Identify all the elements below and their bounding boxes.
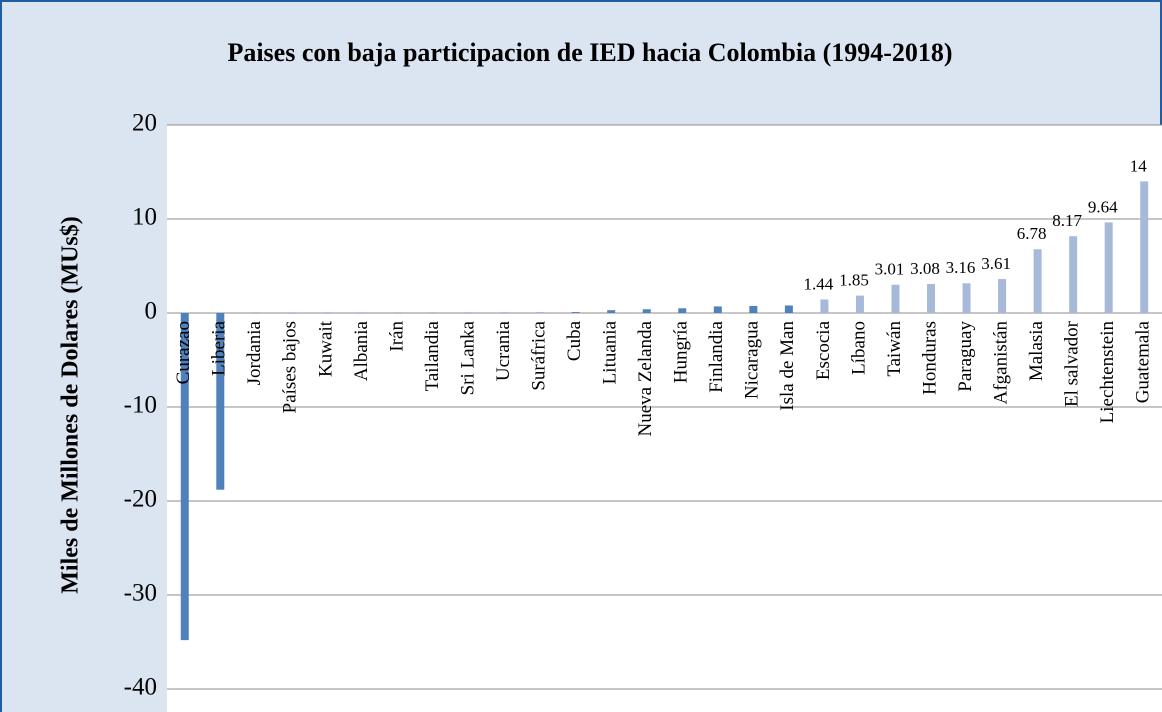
x-tick-label: Malasia — [1026, 320, 1047, 381]
bar — [678, 308, 687, 313]
bar — [1069, 236, 1078, 313]
value-label: 3.16 — [946, 258, 976, 277]
bar — [429, 312, 438, 314]
bar — [500, 312, 509, 314]
x-tick-label: Ucrania — [493, 320, 514, 381]
x-tick-label: Líbano — [848, 321, 869, 375]
y-axis-title: Miles de Millones de Dolares (MUs$) — [58, 216, 84, 594]
bar — [571, 312, 580, 313]
x-tick-label: Tailandia — [422, 320, 443, 391]
bar — [713, 306, 722, 313]
bar — [251, 312, 260, 314]
bar — [642, 309, 651, 313]
x-tick-label: Hungría — [671, 320, 692, 383]
x-tick-label: Afganistán — [990, 321, 1011, 405]
x-tick-label: Honduras — [919, 321, 940, 395]
x-tick-label: Lituania — [600, 320, 621, 384]
y-tick-label: -30 — [124, 580, 157, 607]
x-tick-label: Isla de Man — [777, 321, 798, 411]
x-tick-label: Finlandia — [706, 320, 727, 392]
bar — [1140, 181, 1149, 313]
bar — [962, 283, 971, 313]
x-tick-label: Albania — [351, 320, 372, 381]
bar — [784, 305, 793, 313]
value-label: 8.17 — [1052, 211, 1082, 230]
value-label: 6.78 — [1017, 224, 1047, 243]
x-tick-label: Taiwán — [884, 321, 905, 377]
x-tick-label: Sri Lanka — [457, 320, 478, 395]
bar — [322, 312, 331, 314]
value-label: 3.08 — [910, 259, 940, 278]
value-label: 3.01 — [875, 260, 905, 279]
y-tick-label: -10 — [124, 392, 157, 419]
x-tick-label: Kuwait — [315, 320, 336, 377]
x-tick-label: Nueva Zelanda — [635, 320, 656, 436]
bar — [1104, 222, 1113, 313]
bar — [607, 310, 616, 313]
x-tick-label: Nicaragua — [742, 320, 763, 399]
value-label: 9.64 — [1088, 197, 1118, 216]
bar — [180, 313, 189, 641]
bar — [927, 284, 936, 313]
value-label: 14 — [1130, 156, 1148, 175]
bar — [287, 312, 296, 314]
value-label: 3.61 — [981, 254, 1011, 273]
bar — [216, 313, 225, 490]
chart-title: Paises con baja participacion de IED hac… — [227, 38, 952, 67]
bar — [536, 312, 545, 313]
x-tick-label: Jordania — [244, 320, 265, 385]
bar — [891, 284, 900, 313]
x-tick-label: Liechtenstein — [1097, 321, 1118, 424]
x-tick-label: Paraguay — [955, 321, 976, 392]
x-tick-label: El salvador — [1062, 320, 1083, 407]
bar — [998, 279, 1007, 313]
x-tick-label: Liberia — [209, 320, 230, 375]
x-tick-label: Cuba — [564, 320, 585, 361]
bar — [820, 299, 829, 313]
y-tick-label: -40 — [124, 674, 157, 701]
bar — [465, 312, 474, 314]
x-tick-label: Países bajos — [280, 321, 301, 413]
bar — [749, 305, 758, 313]
x-tick-label: Suráfrica — [528, 320, 549, 390]
bar — [855, 295, 864, 313]
x-tick-label: Irán — [386, 321, 407, 352]
y-tick-label: 10 — [132, 204, 157, 231]
bar — [393, 312, 402, 314]
y-tick-label: -20 — [124, 486, 157, 513]
y-tick-label: 0 — [145, 298, 158, 325]
value-label: 1.85 — [839, 271, 869, 290]
x-tick-label: Curazao — [173, 321, 194, 384]
bar — [358, 312, 367, 314]
plot-area — [167, 125, 1162, 712]
x-tick-label: Escocia — [813, 320, 834, 380]
bar — [1033, 249, 1042, 313]
y-tick-label: 20 — [132, 110, 157, 137]
x-tick-label: Guatemala — [1133, 320, 1154, 403]
value-label: 1.44 — [804, 274, 834, 293]
